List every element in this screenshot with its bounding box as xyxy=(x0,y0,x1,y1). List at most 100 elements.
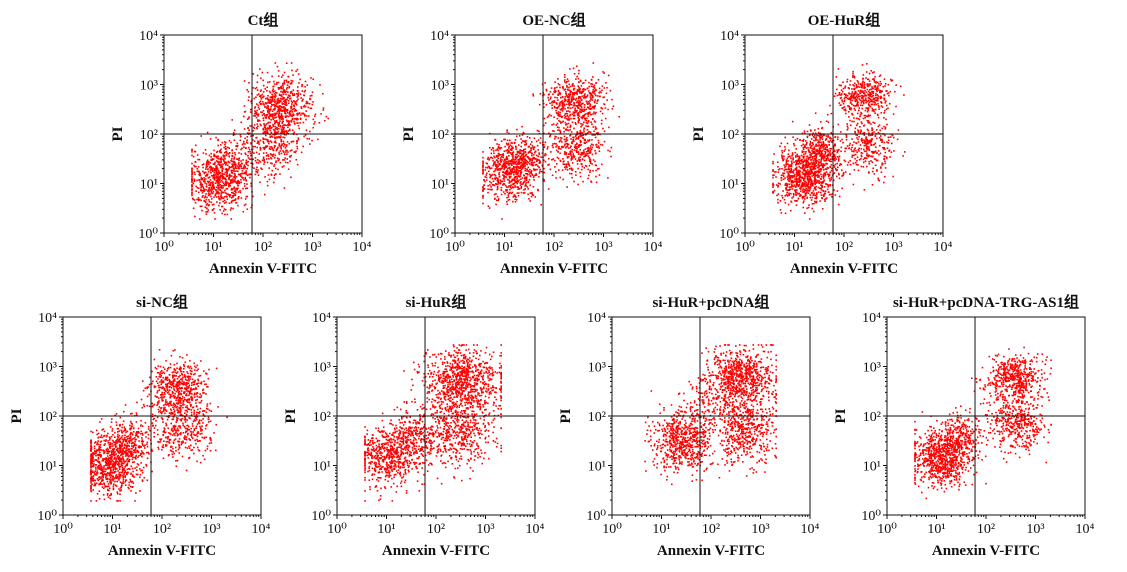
scatter-point xyxy=(491,188,493,191)
scatter-point xyxy=(523,174,525,176)
scatter-point xyxy=(252,126,255,129)
scatter-point xyxy=(809,163,811,165)
scatter-point xyxy=(483,188,485,190)
scatter-point xyxy=(824,174,826,177)
scatter-point xyxy=(822,176,825,178)
scatter-point xyxy=(521,153,524,156)
scatter-point xyxy=(537,149,539,151)
scatter-point xyxy=(575,101,578,104)
scatter-point xyxy=(820,160,822,163)
scatter-point xyxy=(224,148,227,150)
scatter-point xyxy=(804,177,806,180)
scatter-point xyxy=(257,120,259,122)
scatter-point xyxy=(264,147,266,149)
scatter-point xyxy=(577,122,580,124)
scatter-point xyxy=(827,167,829,169)
scatter-point xyxy=(245,195,248,198)
scatter-point xyxy=(219,209,221,211)
scatter-point xyxy=(810,184,812,186)
scatter-point xyxy=(497,149,499,152)
scatter-point xyxy=(215,173,217,176)
scatter-point xyxy=(287,115,290,118)
scatter-point xyxy=(828,193,831,196)
scatter-point xyxy=(805,185,808,187)
scatter-point xyxy=(216,176,219,178)
scatter-point xyxy=(586,112,589,115)
scatter-point xyxy=(523,163,525,166)
scatter-point xyxy=(282,103,285,105)
scatter-point xyxy=(805,192,808,194)
scatter-point xyxy=(597,146,599,149)
scatter-point xyxy=(496,188,499,191)
scatter-point xyxy=(233,158,235,160)
scatter-point xyxy=(276,122,279,124)
scatter-point xyxy=(816,193,818,196)
scatter-point xyxy=(261,71,264,74)
scatter-point xyxy=(601,85,604,87)
scatter-point xyxy=(591,83,594,85)
scatter-point xyxy=(283,133,286,136)
scatter-point xyxy=(196,168,199,170)
scatter-point xyxy=(313,123,315,125)
scatter-point xyxy=(544,82,546,84)
scatter-point xyxy=(587,150,589,153)
scatter-point xyxy=(517,180,520,183)
scatter-point xyxy=(805,140,807,142)
scatter-point xyxy=(574,135,577,138)
scatter-point xyxy=(827,191,830,193)
scatter-point xyxy=(529,160,531,162)
scatter-point xyxy=(546,116,549,119)
scatter-point xyxy=(805,160,807,162)
scatter-point xyxy=(825,159,827,162)
scatter-point xyxy=(278,114,280,116)
scatter-point xyxy=(248,116,250,118)
scatter-point xyxy=(509,169,512,171)
scatter-point xyxy=(258,141,260,143)
scatter-point xyxy=(287,91,289,93)
scatter-point xyxy=(201,185,204,188)
scatter-point xyxy=(507,199,510,201)
scatter-point xyxy=(241,172,243,175)
scatter-point xyxy=(809,129,812,131)
scatter-point xyxy=(263,124,266,127)
scatter-point xyxy=(819,161,821,164)
scatter-point xyxy=(823,193,826,195)
scatter-point xyxy=(249,158,252,161)
scatter-point xyxy=(575,138,577,141)
scatter-point xyxy=(576,142,578,145)
scatter-point xyxy=(593,107,595,110)
x-tick-label: 10³ xyxy=(594,240,612,255)
scatter-point xyxy=(826,173,829,176)
scatter-point xyxy=(567,161,569,163)
scatter-point xyxy=(589,104,592,106)
scatter-point xyxy=(585,141,588,143)
scatter-point xyxy=(507,186,509,189)
scatter-point xyxy=(786,184,788,186)
x-tick-label: 10³ xyxy=(303,240,321,255)
scatter-point xyxy=(560,122,562,124)
scatter-point xyxy=(776,194,778,197)
scatter-point xyxy=(266,111,269,113)
scatter-point xyxy=(322,107,325,109)
scatter-point xyxy=(838,84,841,87)
scatter-point xyxy=(225,181,228,183)
scatter-point xyxy=(807,182,810,185)
scatter-point xyxy=(816,153,818,155)
scatter-point xyxy=(215,176,218,179)
scatter-point xyxy=(203,180,205,183)
scatter-point xyxy=(208,200,211,203)
scatter-point xyxy=(287,124,290,126)
scatter-point xyxy=(521,183,523,185)
scatter-point xyxy=(250,135,252,137)
scatter-point xyxy=(508,150,510,152)
scatter-point xyxy=(834,194,837,196)
scatter-point xyxy=(290,119,293,122)
scatter-point xyxy=(790,157,792,160)
scatter-point xyxy=(290,79,293,82)
scatter-point xyxy=(841,187,843,190)
scatter-point xyxy=(600,122,603,125)
scatter-point xyxy=(787,177,790,180)
scatter-point xyxy=(515,196,517,199)
scatter-point xyxy=(808,134,811,136)
scatter-point xyxy=(281,116,283,118)
